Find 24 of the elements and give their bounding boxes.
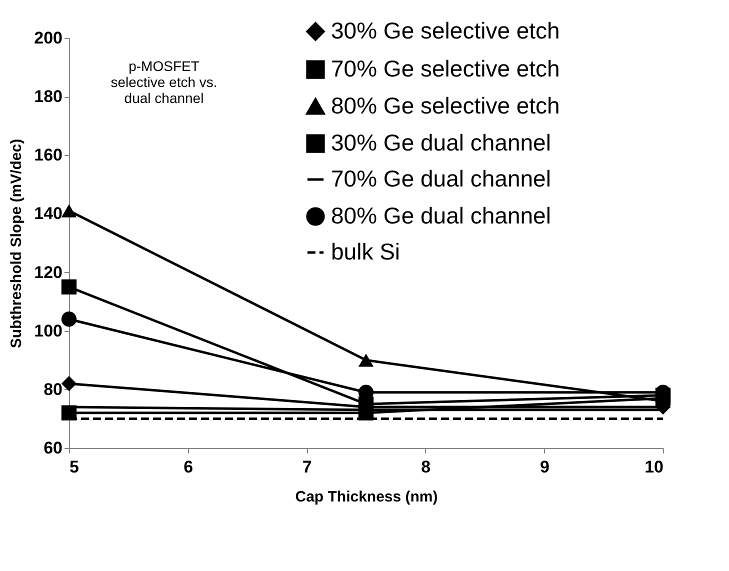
x-tick-label: 7 bbox=[302, 458, 312, 476]
legend-label: 30% Ge dual channel bbox=[331, 130, 551, 156]
legend-label: bulk Si bbox=[331, 238, 400, 264]
x-tick-label: 9 bbox=[540, 458, 550, 476]
x-tick-label: 6 bbox=[184, 458, 194, 476]
x-tick-label: 5 bbox=[70, 458, 79, 476]
y-tick-label: 60 bbox=[44, 438, 62, 458]
y-tick-label: 120 bbox=[34, 262, 62, 282]
legend-label: 70% Ge selective etch bbox=[331, 56, 560, 82]
legend-label: 30% Ge selective etch bbox=[331, 18, 560, 44]
annotation: p-MOSFET selective etch vs. dual channel bbox=[110, 58, 218, 106]
x-tick-label: 10 bbox=[644, 458, 664, 476]
y-tick-label: 160 bbox=[34, 146, 62, 165]
y-tick-label: 140 bbox=[34, 204, 62, 224]
legend-label: 80% Ge selective etch bbox=[331, 92, 560, 118]
y-tick-label: 200 bbox=[34, 28, 62, 48]
y-tick-label: 100 bbox=[34, 321, 62, 340]
y-tick-label: 180 bbox=[34, 87, 62, 106]
y-tick-label: 80 bbox=[44, 380, 62, 399]
x-tick-label: 8 bbox=[421, 458, 431, 476]
x-axis-title: Cap Thickness (nm) bbox=[295, 488, 438, 506]
y-axis-title: Subthreshold Slope (mV/dec) bbox=[8, 138, 26, 348]
legend-label: 80% Ge dual channel bbox=[331, 202, 551, 228]
legend-label: 70% Ge dual channel bbox=[331, 166, 551, 192]
